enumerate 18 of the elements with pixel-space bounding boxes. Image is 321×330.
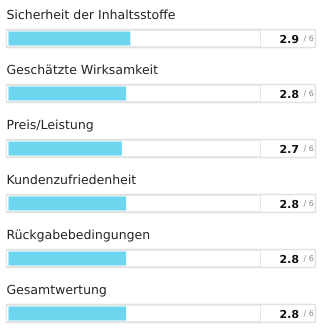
y-tick-label: Kundenzufriedenheit <box>6 172 136 187</box>
data-label: 2.9 <box>280 33 299 46</box>
text: / 6 <box>304 309 314 318</box>
data-label: 2.8 <box>280 308 299 321</box>
data-label: 2.8 <box>280 88 299 101</box>
data-label: 2.8 <box>280 198 299 211</box>
y-tick-label: Sicherheit der Inhaltsstoffe <box>6 7 176 22</box>
y-tick-label: Gesamtwertung <box>6 282 107 297</box>
y-tick-label: Preis/Leistung <box>6 117 94 132</box>
text: / 6 <box>304 199 314 208</box>
y-tick-label: Geschätzte Wirksamkeit <box>6 62 158 77</box>
text: / 6 <box>304 34 314 43</box>
text: / 6 <box>304 254 314 263</box>
text: / 6 <box>304 89 314 98</box>
data-label: 2.8 <box>280 253 299 266</box>
text: / 6 <box>304 144 314 153</box>
y-tick-label: Rückgabebedingungen <box>6 227 150 242</box>
data-label: 2.7 <box>280 143 299 156</box>
